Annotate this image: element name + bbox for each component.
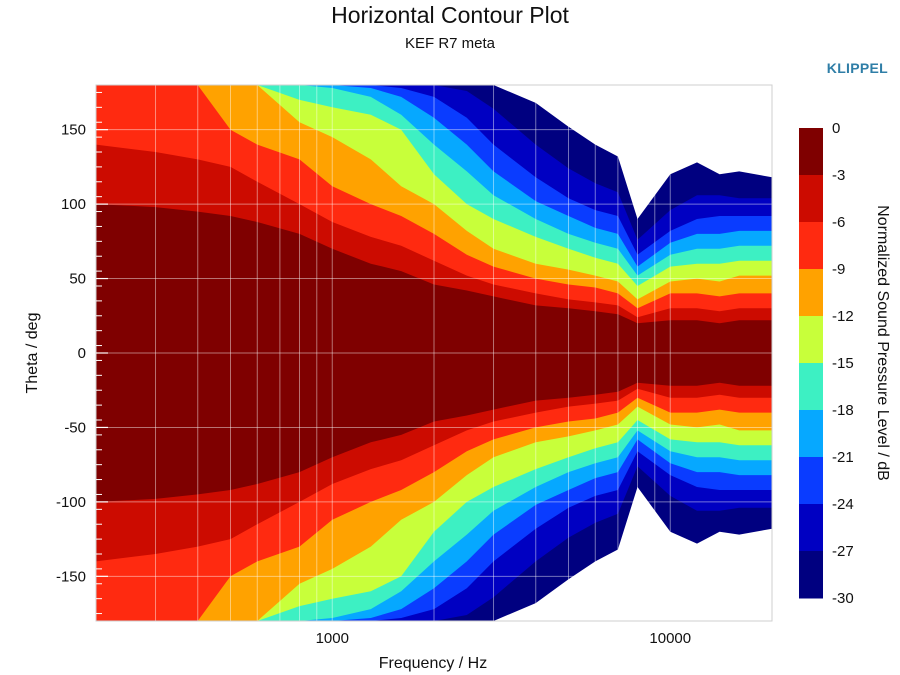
colorbar-tick-label: -30 xyxy=(832,590,854,607)
colorbar-tick-label: -27 xyxy=(832,543,854,560)
colorbar-swatch xyxy=(799,504,823,552)
y-tick-label: 50 xyxy=(69,271,86,288)
grid-lines xyxy=(96,85,772,621)
x-axis-ticks: 1000 10000 xyxy=(316,630,692,647)
colorbar-swatch xyxy=(799,222,823,270)
colorbar-tick-label: -24 xyxy=(832,496,854,513)
y-tick-label: 100 xyxy=(61,196,86,213)
chart-title: Horizontal Contour Plot xyxy=(331,2,569,28)
y-tick-label: -100 xyxy=(56,494,86,511)
colorbar-swatch xyxy=(799,457,823,505)
colorbar-tick-label: -18 xyxy=(832,402,854,419)
colorbar-swatch xyxy=(799,410,823,458)
colorbar-tick-label: -21 xyxy=(832,449,854,466)
colorbar-tick-label: 0 xyxy=(832,120,840,137)
x-tick-label: 10000 xyxy=(649,630,691,647)
colorbar-swatch xyxy=(799,363,823,411)
colorbar-tick-label: -9 xyxy=(832,261,845,278)
colorbar-tick-label: -3 xyxy=(832,167,845,184)
brand-logo: KLIPPEL xyxy=(826,60,888,76)
y-tick-label: 0 xyxy=(78,345,86,362)
x-axis-label: Frequency / Hz xyxy=(379,655,487,672)
contour-band-m3 xyxy=(96,204,772,502)
chart-subtitle: KEF R7 meta xyxy=(404,35,496,52)
colorbar-label: Normalized Sound Pressure Level / dB xyxy=(874,205,891,481)
y-tick-label: -50 xyxy=(64,419,86,436)
y-tick-label: 150 xyxy=(61,122,86,139)
colorbar-tick-label: -12 xyxy=(832,308,854,325)
colorbar-swatch xyxy=(799,551,823,599)
colorbar-swatch xyxy=(799,175,823,223)
colorbar-swatch xyxy=(799,316,823,364)
contour-fills xyxy=(96,85,772,621)
x-tick-label: 1000 xyxy=(316,630,349,647)
y-axis-label: Theta / deg xyxy=(24,313,41,394)
y-tick-label: -150 xyxy=(56,568,86,585)
colorbar-tick-label: -15 xyxy=(832,355,854,372)
colorbar-tick-label: -6 xyxy=(832,214,845,231)
colorbar: 0 -3 -6 -9 -12 -15 -18 -21 -24 -27 -30 xyxy=(799,120,854,607)
colorbar-swatch xyxy=(799,269,823,317)
y-axis-ticks: 150 100 50 0 -50 -100 -150 xyxy=(56,91,108,615)
colorbar-swatch xyxy=(799,128,823,176)
